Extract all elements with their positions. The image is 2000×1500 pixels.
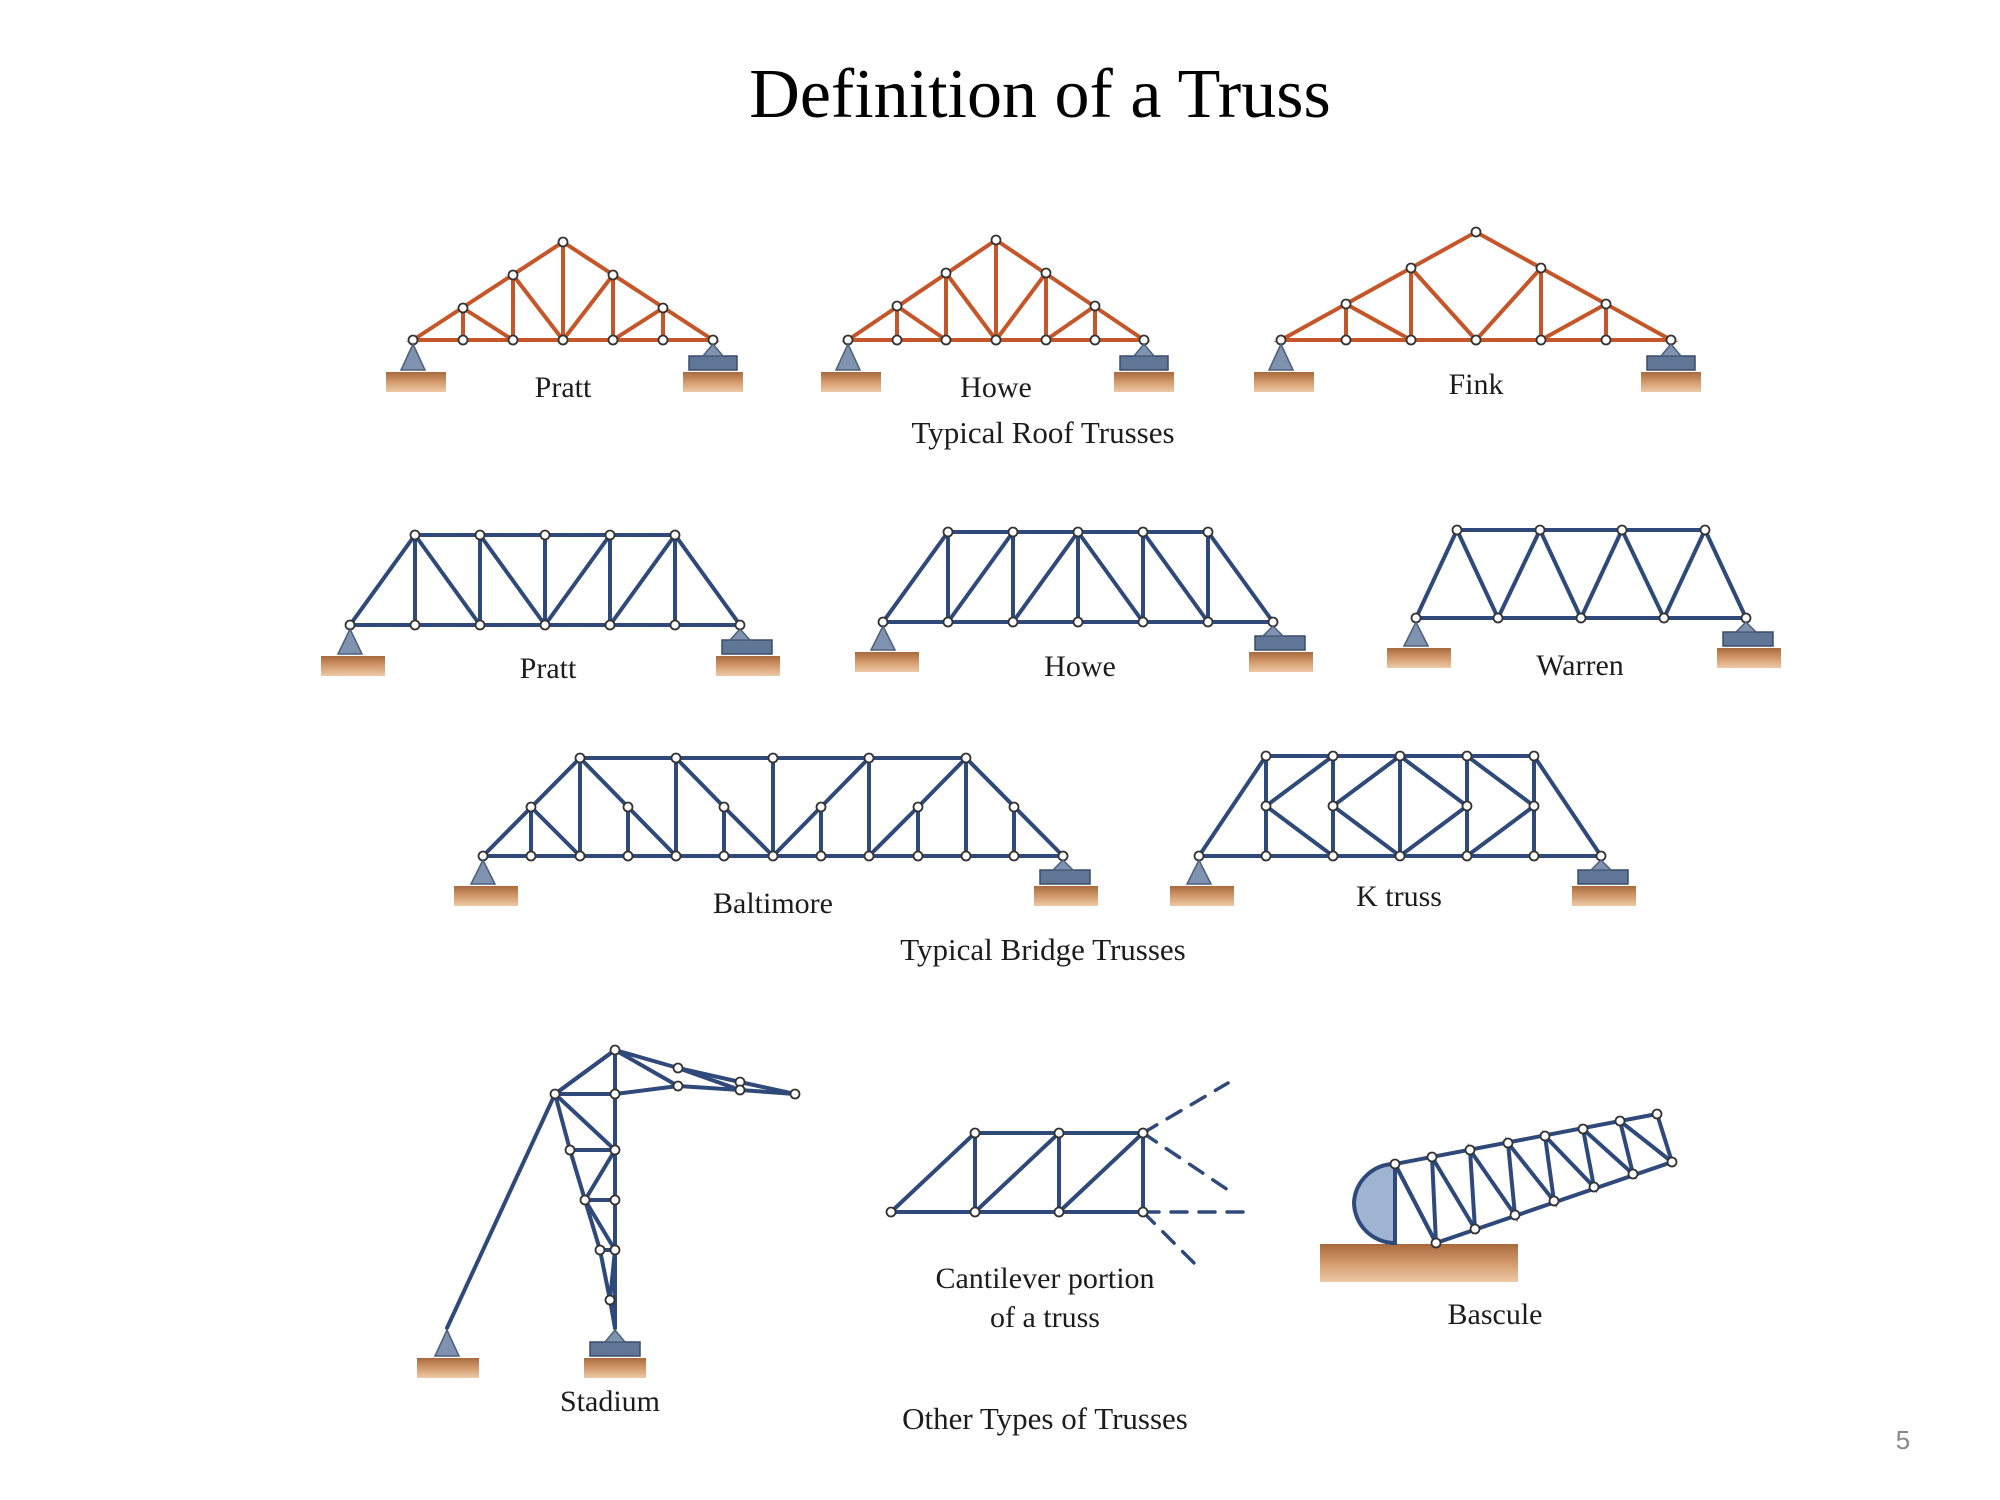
bridge-row2-supports <box>454 858 1636 906</box>
label-bridge-group: Typical Bridge Trusses <box>900 932 1185 967</box>
cantilever-dashed-continuation <box>1141 1081 1254 1267</box>
label-roof-howe: Howe <box>960 371 1032 404</box>
bridge-pratt-truss <box>346 533 744 627</box>
label-roof-fink: Fink <box>1448 368 1503 401</box>
cantilever-truss <box>889 1131 1145 1214</box>
label-roof-pratt: Pratt <box>535 371 592 404</box>
bridge-ktruss <box>1195 754 1605 858</box>
roof-joints <box>407 226 1677 346</box>
label-roof-group: Typical Roof Trusses <box>911 415 1174 450</box>
roof-pratt-truss <box>406 239 720 342</box>
stadium-supports <box>417 1328 646 1378</box>
bridge-howe-truss <box>879 530 1277 624</box>
bridge-baltimore-truss <box>478 756 1068 858</box>
label-stadium: Stadium <box>560 1385 660 1418</box>
stadium-joints <box>549 1044 801 1306</box>
label-bascule: Bascule <box>1448 1298 1543 1331</box>
label-bridge-howe: Howe <box>1044 650 1116 683</box>
label-bridge-ktruss: K truss <box>1356 880 1442 913</box>
label-bridge-pratt: Pratt <box>520 652 577 685</box>
roof-fink-truss <box>1273 229 1679 342</box>
label-bridge-baltimore: Baltimore <box>713 887 833 920</box>
label-cantilever-line2: of a truss <box>990 1301 1100 1334</box>
bridge-row1-supports <box>321 620 1781 676</box>
bridge-row1-joints <box>344 524 1752 631</box>
roof-supports <box>386 342 1701 392</box>
label-cantilever-line1: Cantilever portion <box>935 1262 1154 1295</box>
label-bridge-warren: Warren <box>1536 649 1624 682</box>
slide-title: Definition of a Truss <box>749 56 1331 133</box>
label-other-group: Other Types of Trusses <box>902 1401 1188 1436</box>
bridge-warren-truss <box>1414 525 1748 623</box>
roof-howe-truss <box>841 237 1151 342</box>
bridge-row2-joints <box>477 750 1607 862</box>
bascule-truss <box>1320 1108 1678 1282</box>
page-number: 5 <box>1895 1425 1911 1455</box>
cantilever-joints <box>885 1127 1149 1218</box>
